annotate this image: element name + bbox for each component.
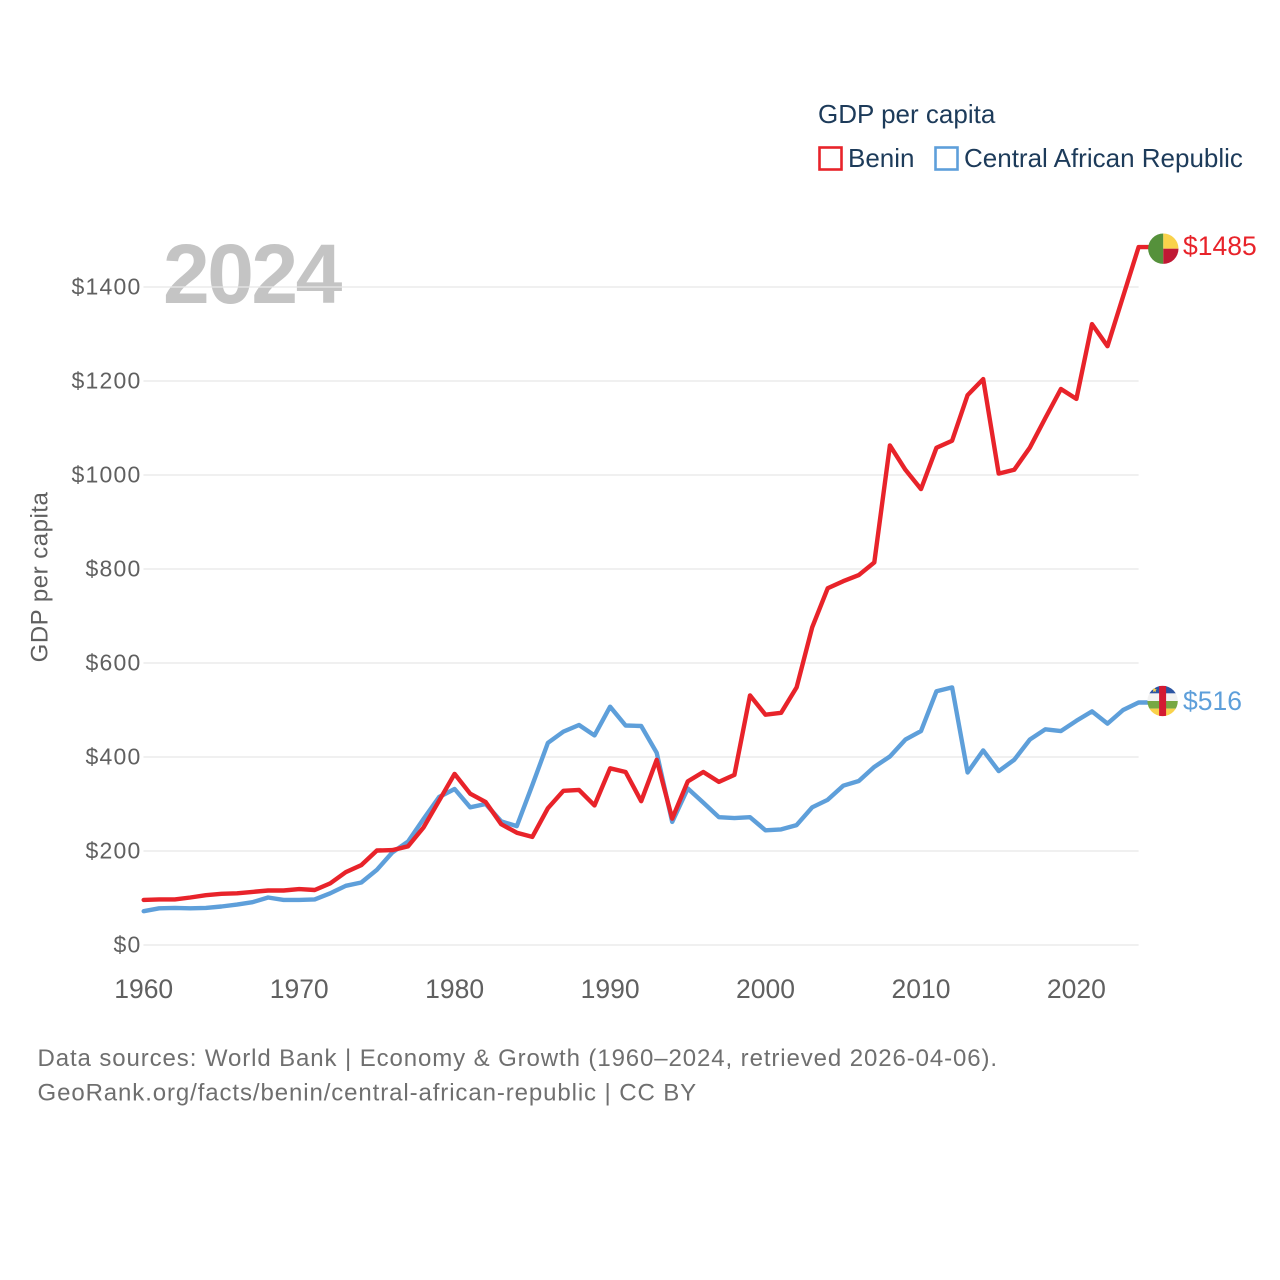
svg-text:1970: 1970 — [270, 974, 329, 1004]
svg-text:$1000: $1000 — [72, 462, 142, 488]
svg-text:2000: 2000 — [736, 974, 795, 1004]
svg-text:$800: $800 — [86, 556, 142, 582]
svg-text:1990: 1990 — [581, 974, 640, 1004]
svg-text:GeoRank.org/facts/benin/centra: GeoRank.org/facts/benin/central-african-… — [38, 1080, 698, 1107]
svg-text:$1200: $1200 — [72, 368, 142, 394]
svg-text:$0: $0 — [114, 932, 142, 958]
svg-text:2010: 2010 — [892, 974, 951, 1004]
svg-text:GDP per capita: GDP per capita — [818, 99, 996, 129]
svg-text:$1400: $1400 — [72, 274, 142, 300]
svg-text:1980: 1980 — [425, 974, 484, 1004]
svg-text:$516: $516 — [1183, 686, 1242, 716]
svg-text:1960: 1960 — [114, 974, 173, 1004]
svg-text:Benin: Benin — [848, 143, 915, 173]
svg-text:$1485: $1485 — [1183, 231, 1257, 261]
svg-text:Data sources: World Bank | Eco: Data sources: World Bank | Economy & Gro… — [38, 1045, 998, 1072]
svg-text:$600: $600 — [86, 650, 142, 676]
svg-text:Central African Republic: Central African Republic — [964, 143, 1243, 173]
svg-text:$400: $400 — [86, 744, 142, 770]
svg-text:GDP per capita: GDP per capita — [27, 492, 54, 663]
svg-text:2020: 2020 — [1047, 974, 1106, 1004]
svg-text:2024: 2024 — [163, 227, 343, 321]
svg-text:$200: $200 — [86, 838, 142, 864]
